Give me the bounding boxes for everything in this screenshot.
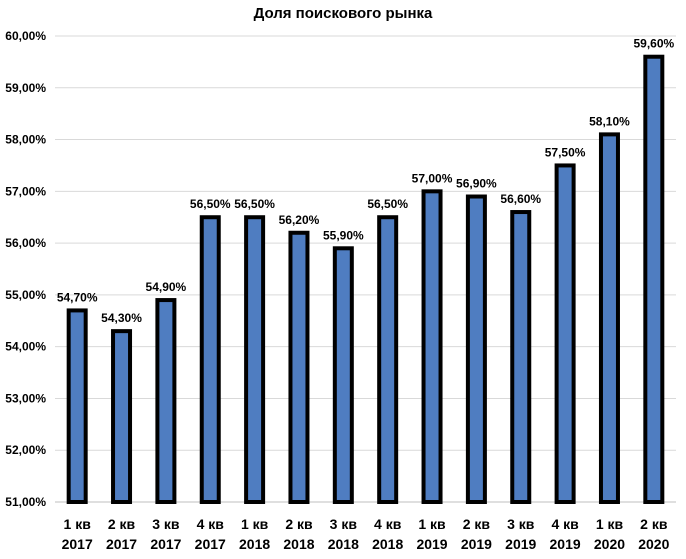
x-tick-label-3-line1: 4 кв <box>197 516 225 532</box>
data-label-5: 56,20% <box>279 213 320 227</box>
x-tick-label-10-line1: 3 кв <box>507 516 535 532</box>
x-tick-label-7-line2: 2018 <box>372 536 403 552</box>
data-label-7: 56,50% <box>367 197 408 211</box>
y-tick-label-1: 52,00% <box>5 443 46 457</box>
bar-9 <box>465 194 487 504</box>
x-tick-label-2-line1: 3 кв <box>152 516 180 532</box>
x-tick-label-3-line2: 2017 <box>195 536 226 552</box>
x-tick-label-6-line1: 3 кв <box>330 516 358 532</box>
x-tick-label-1-line2: 2017 <box>106 536 137 552</box>
bar-6 <box>332 246 354 504</box>
x-tick-label-11-line1: 4 кв <box>551 516 579 532</box>
x-tick-label-10-line2: 2019 <box>505 536 536 552</box>
data-label-4: 56,50% <box>234 197 275 211</box>
y-tick-label-8: 59,00% <box>5 81 46 95</box>
x-tick-label-4-line1: 1 кв <box>241 516 269 532</box>
bar-4 <box>244 215 266 504</box>
x-tick-label-5-line1: 2 кв <box>285 516 313 532</box>
data-label-13: 59,60% <box>633 37 674 51</box>
x-tick-label-0-line1: 1 кв <box>64 516 92 532</box>
x-tick-label-12-line1: 1 кв <box>596 516 624 532</box>
y-tick-label-3: 54,00% <box>5 340 46 354</box>
bar-11 <box>554 163 576 504</box>
x-tick-label-11-line2: 2019 <box>550 536 581 552</box>
data-label-10: 56,60% <box>500 192 541 206</box>
x-tick-label-13-line1: 2 кв <box>640 516 668 532</box>
x-tick-label-6-line2: 2018 <box>328 536 359 552</box>
y-tick-label-4: 55,00% <box>5 288 46 302</box>
y-tick-label-6: 57,00% <box>5 184 46 198</box>
data-label-3: 56,50% <box>190 197 231 211</box>
x-tick-label-8-line2: 2019 <box>416 536 447 552</box>
x-tick-label-9-line1: 2 кв <box>463 516 491 532</box>
bar-10 <box>510 210 532 505</box>
bar-12 <box>598 132 620 504</box>
data-label-2: 54,90% <box>146 280 187 294</box>
x-tick-label-9-line2: 2019 <box>461 536 492 552</box>
x-tick-label-2-line2: 2017 <box>150 536 181 552</box>
x-tick-label-12-line2: 2020 <box>594 536 625 552</box>
y-tick-label-0: 51,00% <box>5 495 46 509</box>
bar-1 <box>111 329 133 504</box>
bar-3 <box>199 215 221 504</box>
x-tick-label-5-line2: 2018 <box>283 536 314 552</box>
bar-7 <box>377 215 399 504</box>
bar-5 <box>288 230 310 504</box>
data-label-0: 54,70% <box>57 290 98 304</box>
data-label-11: 57,50% <box>545 145 586 159</box>
data-label-6: 55,90% <box>323 228 364 242</box>
chart-title: Доля поискового рынка <box>253 5 433 22</box>
y-tick-label-2: 53,00% <box>5 391 46 405</box>
x-tick-label-13-line2: 2020 <box>638 536 669 552</box>
bar-8 <box>421 189 443 504</box>
x-tick-label-1-line1: 2 кв <box>108 516 136 532</box>
x-tick-label-7-line1: 4 кв <box>374 516 402 532</box>
y-tick-label-9: 60,00% <box>5 29 46 43</box>
x-tick-label-0-line2: 2017 <box>62 536 93 552</box>
y-tick-label-5: 56,00% <box>5 236 46 250</box>
bar-0 <box>66 308 88 504</box>
bar-13 <box>643 54 665 504</box>
bar-2 <box>155 298 177 505</box>
x-tick-label-4-line2: 2018 <box>239 536 270 552</box>
data-label-1: 54,30% <box>101 311 142 325</box>
x-tick-label-8-line1: 1 кв <box>418 516 446 532</box>
y-tick-label-7: 58,00% <box>5 133 46 147</box>
data-label-12: 58,10% <box>589 114 630 128</box>
data-label-9: 56,90% <box>456 177 497 191</box>
data-label-8: 57,00% <box>412 171 453 185</box>
